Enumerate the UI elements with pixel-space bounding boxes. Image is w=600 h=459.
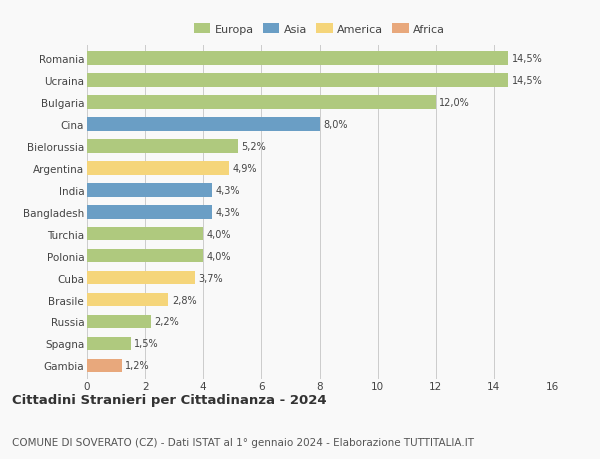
Bar [87,184,212,197]
Text: 5,2%: 5,2% [242,142,266,151]
Text: 14,5%: 14,5% [512,76,542,86]
Bar [87,293,169,307]
Text: Cittadini Stranieri per Cittadinanza - 2024: Cittadini Stranieri per Cittadinanza - 2… [12,393,326,406]
Text: COMUNE DI SOVERATO (CZ) - Dati ISTAT al 1° gennaio 2024 - Elaborazione TUTTITALI: COMUNE DI SOVERATO (CZ) - Dati ISTAT al … [12,437,474,448]
Text: 2,8%: 2,8% [172,295,196,305]
Bar [87,227,203,241]
Bar [87,140,238,153]
Text: 1,5%: 1,5% [134,339,159,349]
Text: 8,0%: 8,0% [323,120,347,130]
Text: 4,9%: 4,9% [233,163,257,174]
Legend: Europa, Asia, America, Africa: Europa, Asia, America, Africa [191,22,448,37]
Bar [87,315,151,329]
Bar [87,96,436,110]
Text: 4,3%: 4,3% [215,207,240,217]
Text: 4,0%: 4,0% [207,251,231,261]
Bar [87,52,508,66]
Bar [87,118,320,131]
Bar [87,271,194,285]
Text: 12,0%: 12,0% [439,98,470,108]
Bar [87,206,212,219]
Bar [87,337,131,350]
Text: 14,5%: 14,5% [512,54,542,64]
Text: 3,7%: 3,7% [198,273,223,283]
Bar [87,74,508,88]
Bar [87,249,203,263]
Text: 4,3%: 4,3% [215,185,240,196]
Text: 1,2%: 1,2% [125,361,150,370]
Text: 4,0%: 4,0% [207,229,231,239]
Bar [87,359,122,372]
Bar [87,162,229,175]
Text: 2,2%: 2,2% [154,317,179,327]
